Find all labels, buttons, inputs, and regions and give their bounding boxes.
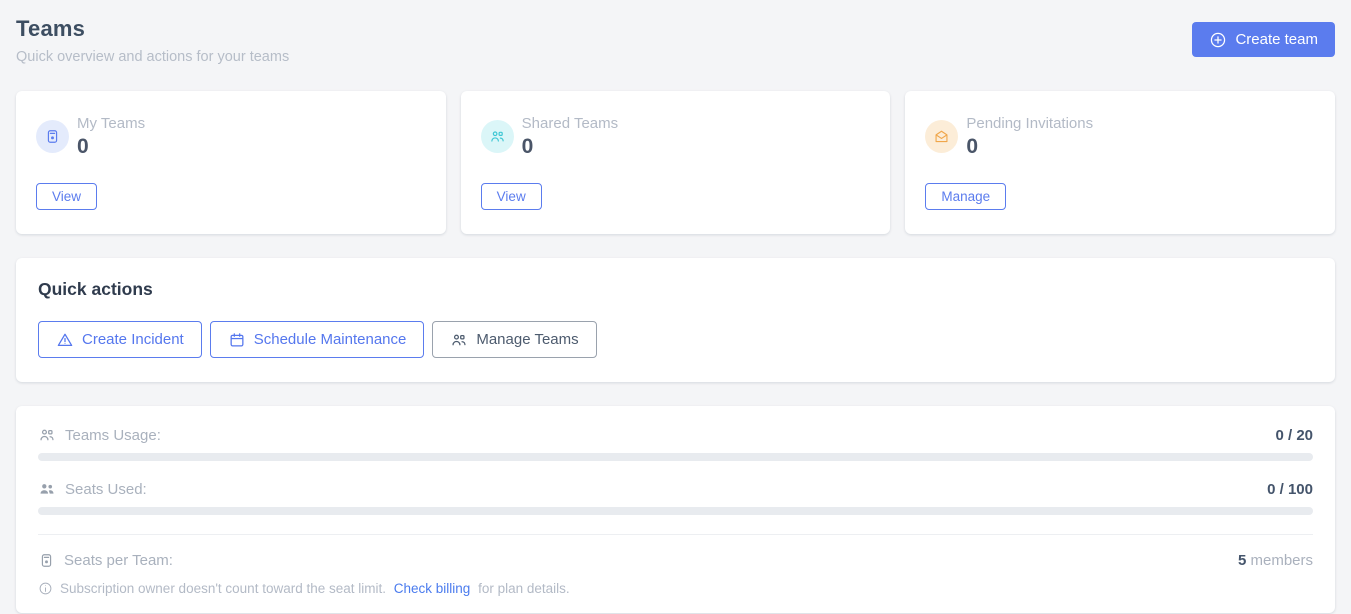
contact-badge-icon — [38, 552, 55, 569]
teams-usage-progress-bar — [38, 453, 1313, 461]
shared-teams-view-button[interactable]: View — [480, 183, 542, 211]
page-header-text: Teams Quick overview and actions for you… — [16, 14, 289, 65]
stat-title: Pending Invitations — [966, 115, 1094, 132]
seat-limit-note: Subscription owner doesn't count toward … — [38, 581, 1313, 596]
create-incident-button[interactable]: Create Incident — [38, 321, 202, 358]
create-team-button-label: Create team — [1235, 31, 1318, 48]
pending-invitations-card: Pending Invitations 0 Manage — [905, 91, 1336, 234]
group-icon — [480, 120, 514, 154]
shared-teams-card-text: Shared Teams 0 — [522, 115, 618, 158]
create-incident-label: Create Incident — [82, 331, 184, 348]
shared-teams-card: Shared Teams 0 View — [460, 91, 891, 234]
seats-per-team-label: Seats per Team: — [64, 552, 173, 569]
page-title: Teams — [16, 16, 86, 41]
stat-title: My Teams — [77, 115, 146, 132]
page-header: Teams Quick overview and actions for you… — [16, 14, 1335, 65]
stat-value: 0 — [77, 135, 89, 158]
stat-value: 0 — [966, 135, 979, 158]
teams-usage-value: 0 / 20 — [1275, 426, 1313, 444]
calendar-icon — [228, 331, 246, 349]
usage-divider — [38, 534, 1313, 535]
teams-usage-label: Teams Usage: — [65, 426, 161, 444]
seats-used-row: Seats Used: 0 / 100 — [38, 480, 1313, 498]
envelope-open-icon — [925, 120, 959, 154]
seats-per-team-value: 5 members — [1238, 552, 1313, 569]
quick-actions-panel: Quick actions Create Incident — [16, 258, 1335, 382]
manage-teams-button[interactable]: Manage Teams — [432, 321, 597, 358]
page-subtitle: Quick overview and actions for your team… — [16, 49, 290, 65]
my-teams-card-text: My Teams 0 — [77, 115, 145, 158]
seats-used-label-group: Seats Used: — [38, 480, 147, 498]
quick-actions-title: Quick actions — [38, 279, 153, 299]
seat-limit-note-text: Subscription owner doesn't count toward … — [60, 581, 570, 596]
pending-invitations-card-header: Pending Invitations 0 — [925, 115, 1315, 158]
manage-teams-label: Manage Teams — [476, 331, 579, 348]
stat-value: 0 — [521, 135, 534, 158]
plus-circle-icon — [1209, 31, 1227, 49]
create-team-button[interactable]: Create team — [1192, 22, 1335, 57]
my-teams-card-header: My Teams 0 — [36, 115, 426, 158]
note-suffix: for plan details. — [478, 581, 570, 596]
info-circle-icon — [38, 581, 53, 596]
people-filled-icon — [38, 480, 56, 498]
shared-teams-card-header: Shared Teams 0 — [480, 115, 871, 158]
pending-invitations-manage-button[interactable]: Manage — [925, 183, 1007, 211]
quick-actions-row: Create Incident Schedule Maintenance — [38, 321, 1313, 358]
seats-used-value: 0 / 100 — [1267, 480, 1313, 498]
seats-per-team-number: 5 — [1237, 552, 1247, 569]
teams-usage-row: Teams Usage: 0 / 20 — [38, 426, 1313, 444]
stats-row: My Teams 0 View Shared Teams — [16, 91, 1336, 234]
schedule-maintenance-label: Schedule Maintenance — [253, 331, 407, 348]
stat-title: Shared Teams — [521, 115, 619, 132]
note-prefix: Subscription owner doesn't count toward … — [60, 581, 386, 596]
seats-per-team-label-group: Seats per Team: — [38, 552, 173, 569]
teams-usage-label-group: Teams Usage: — [38, 426, 161, 444]
check-billing-link[interactable]: Check billing — [393, 581, 471, 596]
schedule-maintenance-button[interactable]: Schedule Maintenance — [209, 321, 425, 358]
my-teams-card: My Teams 0 View — [16, 91, 446, 234]
group-outline-icon — [38, 426, 56, 444]
warning-triangle-icon — [56, 331, 74, 349]
seats-used-label: Seats Used: — [65, 480, 147, 498]
my-teams-view-button[interactable]: View — [36, 183, 98, 211]
seats-used-progress-bar — [38, 507, 1313, 515]
pending-invitations-card-text: Pending Invitations 0 — [966, 115, 1093, 158]
seats-per-team-unit: members — [1250, 552, 1313, 569]
usage-panel: Teams Usage: 0 / 20 Seats Used: 0 / 100 — [16, 406, 1335, 613]
group-icon — [450, 331, 468, 349]
seats-per-team-row: Seats per Team: 5 members — [38, 552, 1313, 569]
contact-badge-icon — [36, 120, 69, 154]
